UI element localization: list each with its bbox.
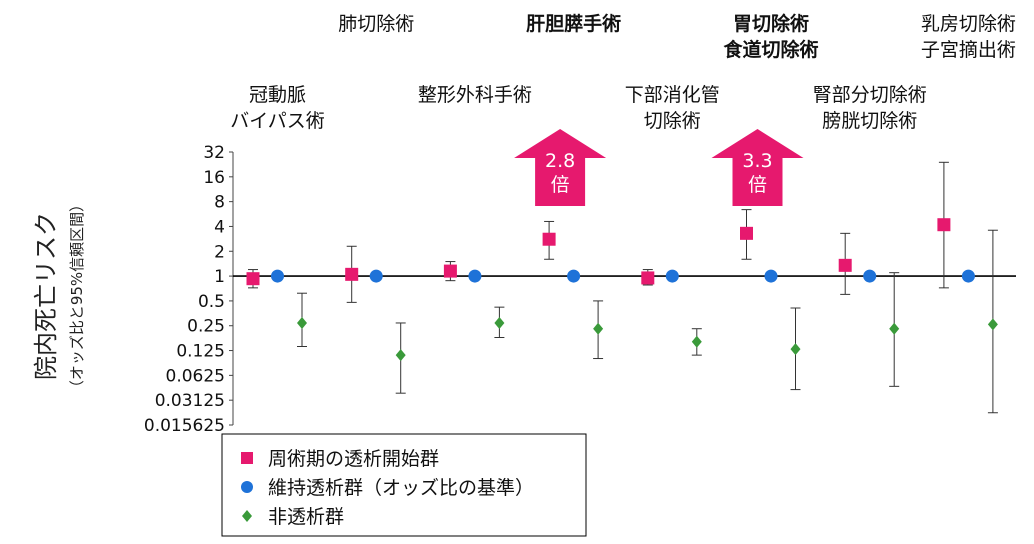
y-axis: 32 16 8 4 2 1 0.5 0.25 0.125 0.0625 0.03125 0.01562… — [144, 143, 234, 436]
category-label: 膀胱切除術 — [822, 110, 917, 132]
marker-square — [542, 232, 556, 246]
marker-circle — [271, 269, 284, 283]
annotation-label: 2.8 — [545, 150, 575, 172]
y-axis-title-group: 院内死亡リスク （オッズ比と95%信頼区間） — [32, 197, 86, 395]
y-tick-label: 4 — [214, 217, 225, 237]
category-label: 食道切除術 — [723, 38, 818, 61]
annotation-label: 倍 — [748, 174, 767, 196]
y-tick-label: 0.0625 — [166, 366, 225, 386]
annotation-label: 倍 — [551, 174, 570, 196]
marker-diamond — [395, 349, 406, 362]
legend-box — [221, 433, 587, 537]
marker-square — [345, 267, 359, 281]
y-tick-label: 0.125 — [176, 342, 225, 362]
category-label: 冠動脈 — [249, 84, 306, 106]
y-axis-title: 院内死亡リスク — [32, 212, 60, 380]
category-label: 整形外科手術 — [418, 84, 532, 106]
y-tick-label: 0.015625 — [144, 416, 225, 436]
marker-diamond — [691, 335, 702, 348]
legend-marker-diamond — [242, 510, 252, 522]
marker-square — [937, 218, 951, 232]
y-tick-label: 0.03125 — [155, 391, 225, 411]
markers — [246, 218, 998, 362]
marker-square — [641, 271, 655, 285]
legend-marker-square — [241, 452, 253, 464]
marker-circle — [863, 269, 877, 283]
marker-diamond — [987, 318, 998, 331]
marker-circle — [764, 269, 778, 283]
marker-circle — [961, 269, 975, 283]
marker-square — [838, 258, 852, 272]
annotation-label: 3.3 — [742, 150, 772, 172]
marker-circle — [369, 269, 383, 283]
y-tick-label: 32 — [203, 143, 225, 163]
y-tick-label: 16 — [203, 168, 225, 188]
marker-diamond — [889, 322, 900, 335]
category-label: 乳房切除術 — [921, 13, 1016, 35]
legend-label: 維持透析群（オッズ比の基準） — [268, 477, 534, 499]
marker-diamond — [494, 316, 505, 329]
y-tick-label: 2 — [214, 242, 225, 262]
annotation-arrow — [514, 129, 607, 206]
y-tick-label: 0.5 — [198, 292, 225, 312]
marker-square — [740, 226, 753, 240]
y-tick-label: 8 — [214, 193, 225, 213]
category-label: 腎部分切除術 — [813, 84, 927, 106]
error-bars — [248, 161, 998, 414]
category-label: 肺切除術 — [338, 13, 414, 35]
category-label: 子宮摘出術 — [921, 39, 1016, 61]
legend-marker-circle — [241, 481, 253, 493]
legend-label: 非透析群 — [268, 506, 344, 528]
marker-diamond — [790, 343, 801, 356]
marker-square — [443, 264, 457, 278]
category-label: 下部消化管 — [625, 84, 720, 106]
marker-diamond — [297, 316, 307, 329]
legend-label: 周術期の透析開始群 — [268, 448, 439, 470]
category-label: 肝胆膵手術 — [526, 12, 621, 35]
marker-circle — [665, 269, 679, 283]
annotation-arrow — [711, 129, 804, 206]
marker-diamond — [593, 322, 604, 335]
y-axis-subtitle: （オッズ比と95%信頼区間） — [68, 197, 86, 395]
category-label: バイパス術 — [230, 110, 325, 132]
marker-circle — [468, 269, 482, 283]
annotation-arrows: 2.8倍3.3倍 — [514, 129, 804, 206]
marker-circle — [567, 269, 581, 283]
y-tick-label: 0.25 — [187, 317, 225, 337]
marker-square — [246, 272, 260, 286]
category-label: 胃切除術 — [733, 12, 809, 35]
y-tick-label: 1 — [214, 267, 225, 287]
category-label: 切除術 — [644, 110, 701, 132]
